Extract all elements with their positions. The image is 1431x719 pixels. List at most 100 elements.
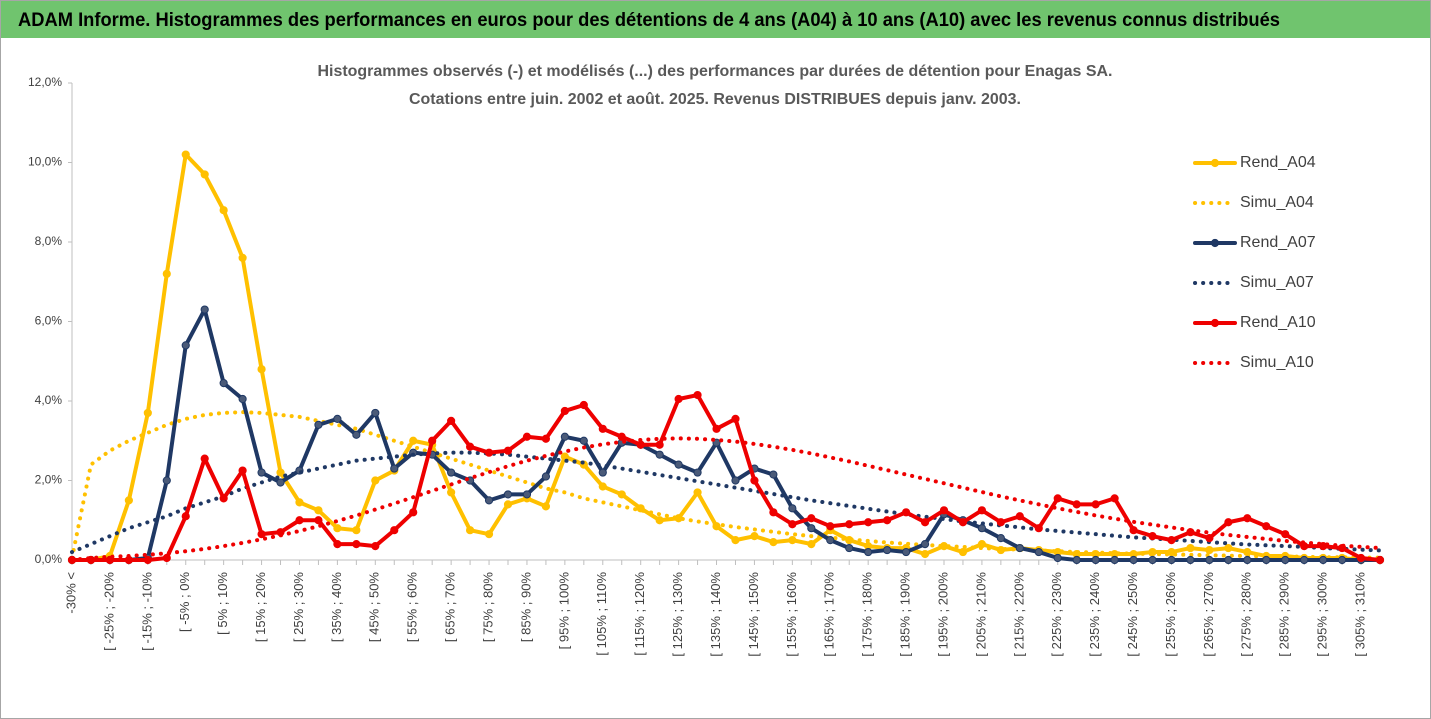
point [1224,518,1233,527]
point [200,305,209,314]
point [769,538,778,547]
x-tick-label: [ 255% ; 260% [1163,572,1178,657]
point [1053,494,1062,503]
point [371,476,380,485]
point [409,508,418,517]
point [731,476,740,485]
point [390,526,399,535]
chart-subtitle: Cotations entre juin. 2002 et août. 2025… [409,91,1021,108]
point [143,555,152,565]
point [314,516,323,525]
point [579,400,588,410]
x-tick-label: [ 15% ; 20% [253,572,268,643]
point [674,394,683,404]
x-tick-label: [ 285% ; 290% [1277,572,1292,657]
point [674,460,683,469]
point [1243,555,1252,565]
point [295,516,304,525]
x-tick-label: [ 295% ; 300% [1315,572,1330,657]
point [143,408,152,418]
point [598,468,607,477]
point [484,530,494,539]
point [200,170,209,179]
chart-title: Histogrammes observés (-) et modélisés (… [318,63,1113,80]
point [1205,555,1214,565]
y-tick-label: 10,0% [28,155,62,169]
point [1072,500,1081,509]
point [788,520,797,529]
point [1356,553,1366,563]
point [257,365,266,374]
point [1015,543,1024,553]
x-tick-label: [ 175% ; 180% [860,572,875,657]
point [162,476,171,485]
point [333,524,342,533]
point [1375,555,1385,565]
x-tick-label: [ 25% ; 30% [291,572,306,643]
point [1224,555,1233,565]
point [352,526,361,535]
y-tick-label: 6,0% [35,314,63,328]
point [826,536,835,545]
point [124,496,133,505]
point [977,524,987,533]
x-tick-label: [ 155% ; 160% [784,572,799,657]
point [295,498,304,507]
point [939,506,949,515]
point [901,508,911,517]
point [1300,555,1309,565]
x-tick-label: [ 5% ; 10% [215,572,230,635]
point [636,440,645,449]
x-tick-label: [ 145% ; 150% [746,572,761,657]
point [1243,514,1252,523]
y-tick-label: 2,0% [35,473,63,487]
point [731,414,740,423]
point [1072,555,1081,565]
x-tick-label: [ 265% ; 270% [1201,572,1216,657]
point [693,468,702,477]
point [447,468,456,477]
point [352,430,361,439]
point [1034,524,1043,533]
series-line [70,393,1382,562]
point [958,547,968,557]
legend-label: Simu_A10 [1240,354,1314,371]
point [920,549,930,559]
point [731,536,740,545]
x-tick-label: [ 205% ; 210% [973,572,988,657]
series-line [70,410,1382,561]
header-banner [1,1,1430,38]
point [996,534,1005,543]
point [219,379,228,388]
point [1167,555,1176,565]
x-tick-label: [ -5% ; 0% [177,572,192,632]
point [560,432,569,441]
point [1167,536,1176,545]
point [655,450,664,459]
y-tick-label: 0,0% [35,552,63,566]
point [447,416,456,425]
point [238,466,247,475]
point [200,454,209,463]
x-tick-label: [ 275% ; 280% [1239,572,1254,657]
x-tick-label: [ 165% ; 170% [822,572,837,657]
x-tick-label: [ 85% ; 90% [518,572,533,643]
point [977,506,987,515]
x-tick-label: [ 235% ; 240% [1087,572,1102,657]
point [1148,532,1157,541]
point [920,518,930,527]
point [541,472,551,481]
point [1337,555,1347,565]
point [1015,512,1024,521]
point [181,341,190,350]
y-tick-label: 12,0% [28,75,62,89]
point [826,522,835,531]
point [655,516,664,525]
legend-label: Rend_A07 [1240,234,1316,251]
point [371,408,380,418]
point [219,494,228,503]
point [1186,543,1195,553]
point [883,545,892,555]
point [541,434,551,443]
point [1091,500,1100,509]
